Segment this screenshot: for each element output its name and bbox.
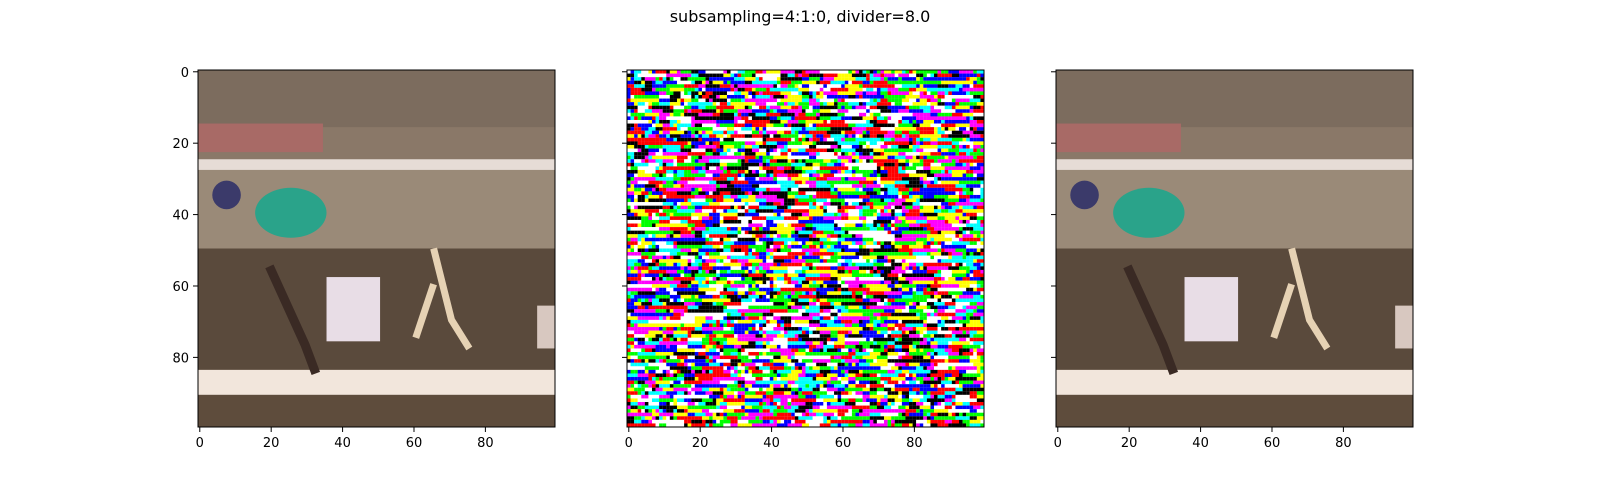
x-tick-label: 20 [692, 436, 709, 451]
x-tick-label: 60 [1264, 436, 1281, 451]
x-tick-label: 20 [1121, 436, 1138, 451]
right-image-axes: 0 20 40 60 80 [1051, 69, 1414, 451]
y-tick-label: 40 [172, 209, 189, 224]
left-image [198, 70, 555, 427]
x-tick-label: 0 [1054, 436, 1062, 451]
y-tick-label: 0 [181, 66, 189, 81]
x-tick-label: 40 [1192, 436, 1209, 451]
y-tick-label: 60 [172, 280, 189, 295]
x-tick-label: 60 [406, 436, 423, 451]
right-image-frame [1055, 69, 1414, 428]
right-image [1056, 70, 1413, 427]
x-tick-label: 80 [477, 436, 494, 451]
x-tick-label: 0 [625, 436, 633, 451]
x-tick-label: 40 [763, 436, 780, 451]
middle-image-axes: 0 20 40 60 80 [622, 69, 985, 451]
x-tick-label: 80 [1335, 436, 1352, 451]
y-tick-label: 80 [172, 351, 189, 366]
middle-image-frame [626, 69, 985, 428]
x-tick-label: 80 [906, 436, 923, 451]
x-tick-label: 60 [835, 436, 852, 451]
left-image-axes: 0 20 40 60 80 0 20 40 60 80 [172, 66, 556, 451]
x-tick-label: 20 [263, 436, 280, 451]
left-image-frame [197, 69, 556, 428]
figure-title: subsampling=4:1:0, divider=8.0 [669, 7, 931, 26]
x-tick-label: 40 [334, 436, 351, 451]
y-tick-label: 20 [172, 137, 189, 152]
middle-image [627, 70, 985, 428]
x-tick-label: 0 [196, 436, 204, 451]
